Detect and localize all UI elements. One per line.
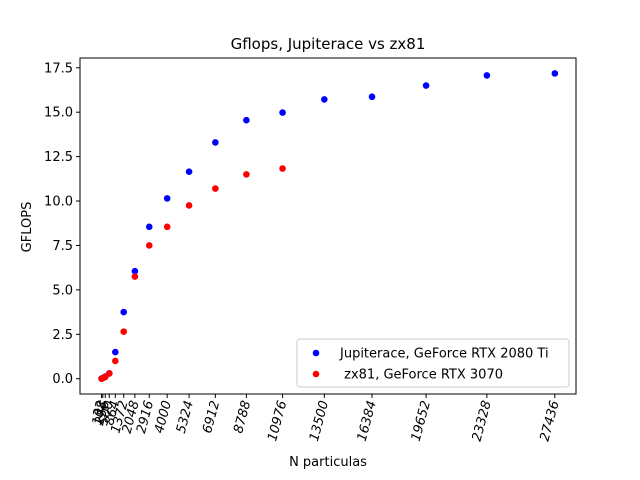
x-tick-label: 19652 [409,399,434,443]
data-point-series-1 [212,139,219,146]
y-axis-title: GFLOPS [20,202,35,253]
data-point-series-1 [243,116,250,124]
x-tick-label: 6912 [200,399,223,435]
data-point-series-2 [112,357,119,365]
chart-title: Gflops, Jupiterace vs zx81 [231,35,426,53]
data-point-series-1 [120,308,128,316]
x-tick-label: 13500 [307,399,332,443]
x-tick-label: 5324 [174,399,197,435]
axes-frame [79,57,577,395]
data-point-series-2 [185,202,193,209]
legend-label: Jupiterace, GeForce RTX 2080 Ti [339,347,549,362]
legend-marker [312,349,320,357]
legend: Jupiterace, GeForce RTX 2080 Ti zx81, Ge… [296,338,570,388]
legend-box [296,338,570,388]
y-tick-label: 15.0 [44,106,73,121]
y-tick-label: 10.0 [44,195,73,210]
data-point-series-2 [145,242,153,249]
data-point-series-2 [120,328,128,335]
x-tick-label: 864 [102,399,123,427]
data-point-series-2 [279,165,286,172]
data-point-series-1 [131,267,139,275]
data-point-series-1 [145,223,153,231]
x-tick-label: 8788 [231,399,254,435]
data-point-series-2 [131,273,139,280]
data-point-series-1 [112,348,119,356]
y-axis-ticks: 0.0 2.5 5.0 7.5 10.0 12.5 15.0 17.5 [44,61,80,387]
data-point-series-1 [321,96,328,103]
x-tick-label: 16384 [355,399,380,443]
x-tick-label: 500 [96,399,117,427]
x-tick-label: 23328 [470,399,495,443]
data-point-series-1 [185,168,193,176]
x-tick-label: 256 [92,399,113,427]
data-point-series-2 [243,171,250,178]
y-tick-label: 12.5 [44,150,73,165]
data-points [98,70,559,383]
x-tick-label: 27436 [538,399,563,443]
y-tick-label: 17.5 [44,61,73,76]
x-tick-label: 32 [91,399,110,419]
data-point-series-1 [551,70,559,77]
x-tick-label: 108 [90,399,111,427]
data-point-series-2 [212,185,219,192]
data-point-series-1 [368,93,376,101]
legend-label: zx81, GeForce RTX 3070 [340,368,503,383]
data-point-series-1 [279,109,286,116]
data-point-series-1 [483,72,491,79]
y-tick-label: 5.0 [52,283,73,298]
data-point-series-1 [422,82,430,89]
x-tick-label: 10976 [265,399,290,443]
data-point-series-2 [163,223,171,231]
data-point-series-2 [105,370,113,377]
x-axis-title: N particulas [289,455,367,470]
y-tick-label: 2.5 [52,328,73,343]
plot-area [79,57,577,395]
y-tick-label: 0.0 [52,372,73,387]
data-point-series-1 [163,195,171,202]
y-tick-label: 7.5 [52,239,73,254]
legend-marker [312,370,320,378]
